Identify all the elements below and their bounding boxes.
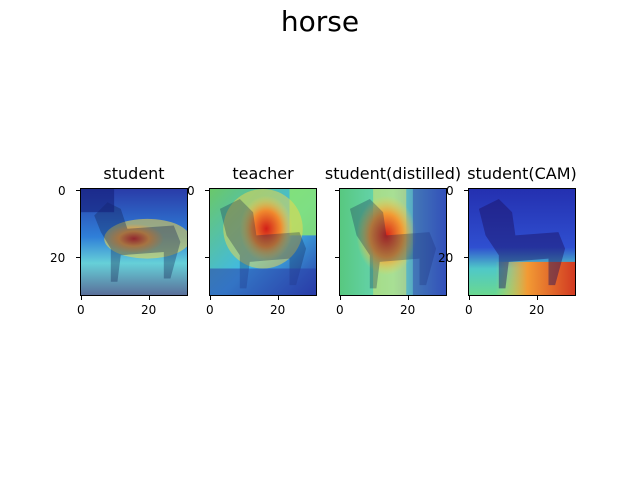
y-tick-label: 20 [438, 251, 454, 265]
y-tick [464, 190, 468, 191]
y-tick [464, 257, 468, 258]
y-tick [205, 257, 209, 258]
panel-student: student 0 20 0 20 [50, 160, 222, 320]
panel-student-cam: student(CAM) 0 20 0 20 [438, 160, 610, 320]
x-tick [408, 296, 409, 300]
y-tick-label: 0 [446, 184, 454, 198]
panel-student-distilled: student(distilled) 0 20 [325, 160, 481, 320]
x-tick [210, 296, 211, 300]
y-tick [335, 257, 339, 258]
x-tick-label: 20 [400, 303, 416, 317]
x-tick-label: 0 [336, 303, 344, 317]
heatmap-student-distilled [339, 188, 447, 296]
x-tick [469, 296, 470, 300]
x-tick [278, 296, 279, 300]
y-tick [335, 190, 339, 191]
y-tick-label: 20 [50, 251, 66, 265]
y-tick-label: 0 [58, 184, 66, 198]
x-tick [537, 296, 538, 300]
heatmap-teacher [209, 188, 317, 296]
panel-teacher: teacher 0 0 20 [187, 160, 351, 320]
heatmap-student-cam [468, 188, 576, 296]
x-tick-label: 0 [77, 303, 85, 317]
x-tick-label: 0 [465, 303, 473, 317]
x-tick-label: 0 [206, 303, 214, 317]
x-tick-label: 20 [141, 303, 157, 317]
y-tick [205, 190, 209, 191]
x-tick [81, 296, 82, 300]
panel-title: student [103, 164, 165, 183]
panel-title: student(distilled) [324, 164, 462, 183]
panel-title: teacher [232, 164, 294, 183]
x-tick [340, 296, 341, 300]
panel-title: student(CAM) [467, 164, 577, 183]
y-tick [76, 257, 80, 258]
x-tick [149, 296, 150, 300]
y-tick-label: 0 [187, 184, 195, 198]
x-tick-label: 20 [529, 303, 545, 317]
y-tick [76, 190, 80, 191]
figure-title: horse [280, 5, 360, 38]
x-tick-label: 20 [270, 303, 286, 317]
heatmap-student [80, 188, 188, 296]
